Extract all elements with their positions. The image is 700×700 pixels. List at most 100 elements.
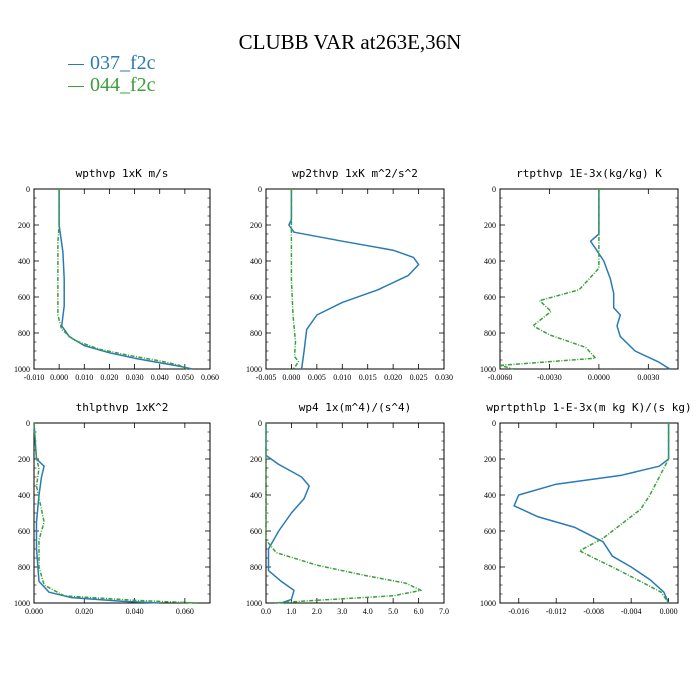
x-tick-label-3-1: 0.020	[75, 607, 93, 616]
x-tick-label-4-1: 1.0	[286, 607, 296, 616]
y-tick-label-0-0: 0	[26, 185, 30, 194]
series-line-037_f2c-5	[513, 423, 670, 604]
y-tick-label-1-4: 800	[250, 329, 262, 338]
series-line-037_f2c-4	[265, 423, 310, 604]
x-tick-label-0-2: 0.010	[75, 373, 93, 382]
x-tick-label-3-0: 0.000	[25, 607, 43, 616]
legend-swatch-037	[68, 63, 84, 65]
y-tick-label-1-0: 0	[258, 185, 262, 194]
x-tick-label-3-2: 0.040	[126, 607, 144, 616]
y-tick-label-4-2: 400	[250, 491, 262, 500]
x-tick-label-0-0: -0.010	[24, 373, 45, 382]
x-tick-label-0-1: 0.000	[50, 373, 68, 382]
x-tick-label-4-6: 6.0	[414, 607, 424, 616]
plot-title-0: wpthvp 1xK m/s	[76, 167, 169, 180]
legend-swatch-044	[68, 85, 84, 87]
x-tick-label-1-6: 0.025	[410, 373, 428, 382]
y-tick-label-4-4: 800	[250, 563, 262, 572]
series-line-037_f2c-1	[288, 189, 420, 370]
x-tick-label-4-3: 3.0	[337, 607, 347, 616]
series-line-037_f2c-3	[33, 422, 160, 604]
y-tick-label-5-0: 0	[492, 419, 496, 428]
series-line-044_f2c-3	[33, 422, 198, 604]
x-tick-label-4-0: 0.0	[261, 607, 271, 616]
x-tick-label-0-6: 0.050	[176, 373, 194, 382]
y-tick-label-1-2: 400	[250, 257, 262, 266]
y-tick-label-5-3: 600	[484, 527, 496, 536]
series-line-037_f2c-0	[58, 189, 193, 370]
legend-item-044: 044_f2c	[68, 74, 156, 97]
y-tick-label-0-5: 1000	[14, 365, 30, 374]
y-tick-label-5-1: 200	[484, 455, 496, 464]
y-tick-label-0-3: 600	[18, 293, 30, 302]
y-tick-label-2-5: 1000	[480, 365, 496, 374]
x-tick-label-5-3: -0.004	[621, 607, 642, 616]
x-tick-label-1-5: 0.020	[384, 373, 402, 382]
x-tick-label-3-3: 0.060	[176, 607, 194, 616]
x-tick-label-4-2: 2.0	[312, 607, 322, 616]
legend-item-037: 037_f2c	[68, 52, 156, 75]
x-tick-label-2-1: -0.0030	[537, 373, 562, 382]
plot-frame-4	[265, 422, 445, 604]
x-tick-label-1-7: 0.030	[435, 373, 453, 382]
legend-label-044: 044_f2c	[90, 74, 156, 96]
x-tick-label-1-4: 0.015	[359, 373, 377, 382]
series-line-044_f2c-5	[578, 423, 670, 604]
x-tick-label-2-3: 0.0030	[637, 373, 659, 382]
y-tick-label-1-1: 200	[250, 221, 262, 230]
x-tick-label-5-1: -0.012	[546, 607, 567, 616]
x-tick-label-1-1: 0.000	[282, 373, 300, 382]
x-tick-label-1-0: -0.005	[256, 373, 277, 382]
plot-frame-0	[33, 188, 211, 370]
y-tick-label-3-3: 600	[18, 527, 30, 536]
y-tick-label-0-1: 200	[18, 221, 30, 230]
legend-label-037: 037_f2c	[90, 52, 156, 74]
y-tick-label-3-2: 400	[18, 491, 30, 500]
plot-frame-3	[33, 422, 211, 604]
x-tick-label-5-2: -0.008	[583, 607, 604, 616]
y-tick-label-4-0: 0	[258, 419, 262, 428]
x-tick-label-2-2: 0.0000	[588, 373, 610, 382]
series-line-044_f2c-2	[499, 189, 600, 370]
y-tick-label-0-2: 400	[18, 257, 30, 266]
plot-title-5: wprtpthlp 1-E-3x(m kg K)/(s kg)	[486, 401, 691, 414]
plot-title-3: thlpthvp 1xK^2	[76, 401, 169, 414]
x-tick-label-4-7: 7.0	[439, 607, 449, 616]
y-tick-label-3-5: 1000	[14, 599, 30, 608]
y-tick-label-5-4: 800	[484, 563, 496, 572]
series-line-044_f2c-1	[290, 189, 300, 370]
y-tick-label-1-5: 1000	[246, 365, 262, 374]
x-tick-label-1-3: 0.010	[333, 373, 351, 382]
series-line-044_f2c-0	[57, 189, 188, 370]
y-tick-label-2-3: 600	[484, 293, 496, 302]
x-tick-label-1-2: 0.005	[308, 373, 326, 382]
plot-title-1: wp2thvp 1xK m^2/s^2	[292, 167, 418, 180]
x-tick-label-0-5: 0.040	[151, 373, 169, 382]
y-tick-label-5-5: 1000	[480, 599, 496, 608]
y-tick-label-3-1: 200	[18, 455, 30, 464]
x-tick-label-5-0: -0.016	[508, 607, 529, 616]
plot-frame-1	[265, 188, 445, 370]
y-tick-label-3-4: 800	[18, 563, 30, 572]
plot-title-2: rtpthvp 1E-3x(kg/kg) K	[516, 167, 662, 180]
plot-frame-5	[499, 422, 679, 604]
y-tick-label-2-2: 400	[484, 257, 496, 266]
y-tick-label-2-4: 800	[484, 329, 496, 338]
x-tick-label-0-7: 0.060	[201, 373, 219, 382]
y-tick-label-5-2: 400	[484, 491, 496, 500]
y-tick-label-2-0: 0	[492, 185, 496, 194]
x-tick-label-0-4: 0.030	[126, 373, 144, 382]
series-line-044_f2c-4	[265, 423, 422, 604]
main-title: CLUBB VAR at263E,36N	[238, 30, 462, 54]
y-tick-label-4-3: 600	[250, 527, 262, 536]
x-tick-label-2-0: -0.0060	[488, 373, 513, 382]
x-tick-label-4-4: 4.0	[363, 607, 373, 616]
y-tick-label-2-1: 200	[484, 221, 496, 230]
x-tick-label-0-3: 0.020	[100, 373, 118, 382]
x-tick-label-4-5: 5.0	[388, 607, 398, 616]
y-tick-label-1-3: 600	[250, 293, 262, 302]
y-tick-label-0-4: 800	[18, 329, 30, 338]
y-tick-label-4-5: 1000	[246, 599, 262, 608]
series-line-037_f2c-2	[589, 189, 671, 370]
